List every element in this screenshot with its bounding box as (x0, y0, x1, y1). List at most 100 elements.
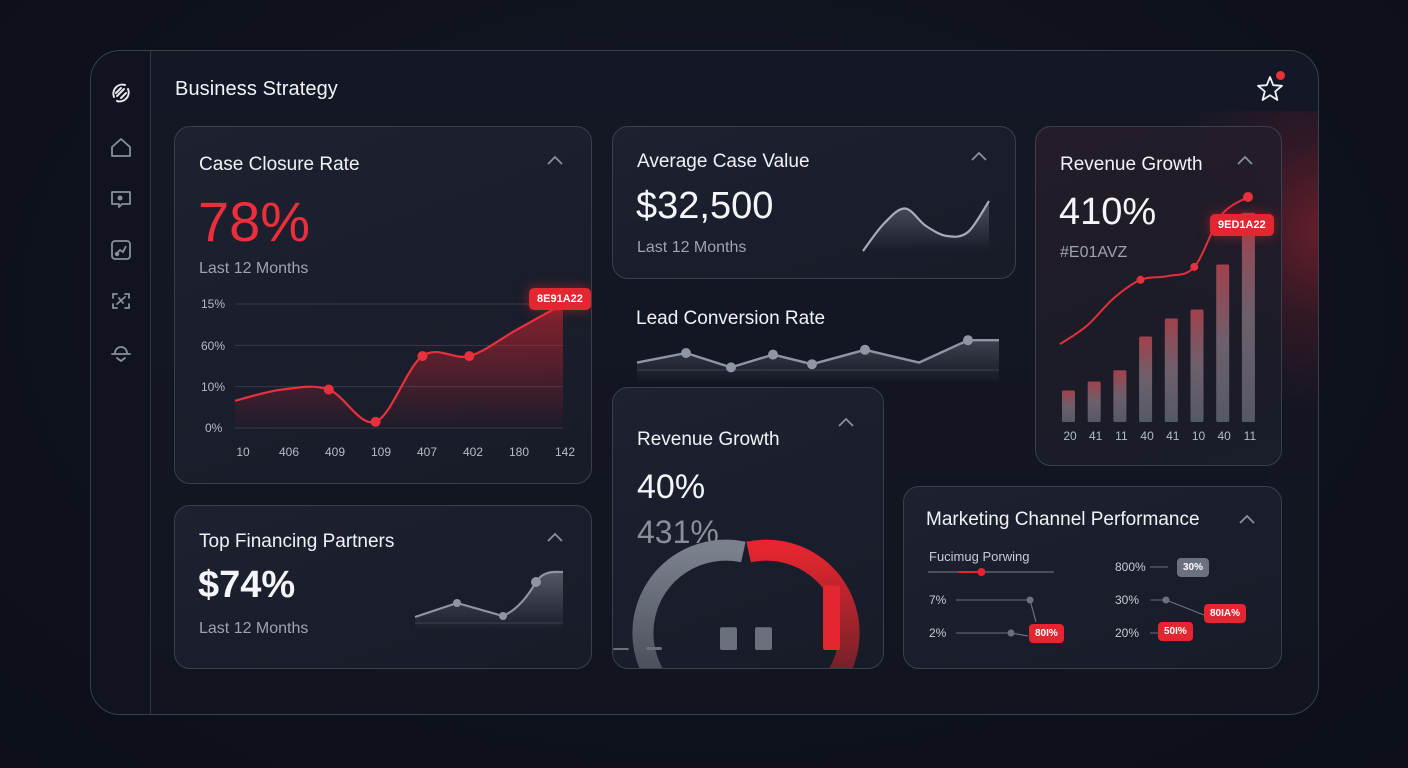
x-tick-label: 409 (324, 445, 346, 459)
gauge-bar (613, 648, 629, 650)
collapse-button[interactable] (545, 530, 565, 544)
metric-period: Last 12 Months (637, 239, 747, 256)
y-tick-label: 10% (201, 380, 226, 394)
x-tick-label: 41 (1166, 429, 1180, 443)
channel-slider[interactable] (928, 567, 1056, 577)
bar (1087, 381, 1101, 422)
data-point (726, 362, 736, 373)
row-label: 2% (929, 626, 947, 640)
x-tick-label: 142 (554, 445, 576, 459)
gauge-bar (720, 627, 737, 650)
page-title: Business Strategy (175, 78, 338, 100)
app-window: Business Strategy Case Closure Rate 78% … (90, 50, 1319, 715)
card-revenue-growth-gauge: Revenue Growth 40% 431% (612, 387, 884, 669)
gauge-bar (646, 646, 662, 650)
card-title: Case Closure Rate (199, 154, 360, 175)
card-average-case-value: Average Case Value $32,500 Last 12 Month… (612, 126, 1016, 279)
chart-icon[interactable] (106, 235, 136, 265)
revenue-bar-chart (1059, 192, 1255, 422)
area-fill (415, 571, 563, 628)
row-label: 20% (1115, 626, 1140, 640)
bar (1241, 212, 1255, 422)
area-fill (235, 304, 563, 428)
metric-period: Last 12 Months (199, 260, 309, 277)
x-tick-label: 20 (1063, 429, 1077, 443)
row-chip: 80IA% (1204, 604, 1247, 623)
data-point (370, 416, 381, 427)
area-fill (637, 340, 999, 381)
series-line (234, 303, 564, 424)
row-chip: 50I% (1158, 622, 1193, 641)
gauge-arc-grey (632, 539, 746, 668)
data-point (417, 351, 428, 362)
data-point (453, 599, 461, 607)
chevron-up-icon (1237, 155, 1253, 165)
data-point (1136, 275, 1145, 284)
data-point (681, 348, 691, 358)
data-point (464, 351, 475, 362)
x-tick-label: 10 (236, 445, 250, 459)
row-label: 7% (929, 593, 947, 607)
card-marketing-channel-performance: Marketing Channel Performance Fucimug Po… (903, 486, 1282, 669)
card-title: Revenue Growth (637, 429, 780, 450)
collapse-button[interactable] (1237, 512, 1257, 526)
favorite-button[interactable] (1254, 73, 1286, 105)
card-top-financing-partners: Top Financing Partners $74% Last 12 Mont… (174, 505, 592, 669)
bar (1139, 336, 1153, 422)
x-tick-label: 406 (278, 445, 300, 459)
metric-value: 78% (198, 190, 311, 253)
chevron-up-icon (547, 532, 563, 542)
card-title: Marketing Channel Performance (926, 509, 1200, 530)
data-point (531, 577, 541, 587)
x-tick-label: 11 (1243, 429, 1257, 443)
chat-icon[interactable] (106, 184, 136, 214)
bell-icon[interactable] (106, 338, 136, 368)
data-point (323, 384, 334, 395)
data-point (1243, 192, 1253, 202)
slider-handle[interactable] (977, 568, 986, 576)
collapse-button[interactable] (969, 149, 989, 163)
bar (1216, 264, 1230, 422)
chevron-up-icon (547, 155, 563, 165)
top-financing-sparkline (414, 570, 564, 628)
bar (1062, 390, 1075, 422)
card-revenue-growth-bars: Revenue Growth 410% #E01AVZ 20 41 11 40 41 10… (1035, 126, 1282, 466)
notification-badge (1276, 71, 1285, 80)
data-point (768, 349, 778, 360)
lead-conversion-chart (636, 335, 999, 381)
x-tick-label: 10 (1191, 429, 1206, 443)
gauge-arc-red (746, 539, 860, 668)
bar (1164, 318, 1178, 422)
average-case-sparkline (862, 200, 990, 252)
data-point (807, 359, 817, 370)
collapse-button[interactable] (836, 415, 856, 429)
legend-label: Fucimug Porwing (929, 549, 1030, 564)
y-tick-label: 15% (201, 297, 226, 311)
star-icon (1257, 76, 1283, 101)
series-line (862, 200, 990, 252)
logo-icon[interactable] (106, 78, 136, 108)
collapse-button[interactable] (1235, 153, 1255, 167)
bar (1190, 309, 1204, 422)
chevron-up-icon (1239, 514, 1255, 524)
home-icon[interactable] (106, 133, 136, 163)
data-point (963, 335, 973, 346)
chart-tooltip: 9ED1A22 (1210, 214, 1274, 236)
revenue-gauge-chart (613, 539, 860, 668)
card-title: Average Case Value (637, 151, 810, 172)
x-tick-label: 41 (1089, 429, 1103, 443)
x-tick-label: 407 (416, 445, 438, 459)
card-case-closure-rate: Case Closure Rate 78% Last 12 Months 15%… (174, 126, 592, 484)
x-tick-label: 40 (1140, 429, 1154, 443)
metric-value: $74% (198, 564, 296, 606)
lead-conversion-title: Lead Conversion Rate (636, 308, 826, 329)
gauge-bar (823, 585, 840, 650)
card-title: Top Financing Partners (199, 531, 395, 552)
link-icon[interactable] (106, 286, 136, 316)
metric-value: $32,500 (636, 185, 774, 227)
chevron-up-icon (838, 417, 854, 427)
left-connector-lines (956, 596, 1037, 637)
collapse-button[interactable] (545, 153, 565, 167)
metric-value: 410% (1059, 191, 1157, 233)
data-point (1190, 262, 1199, 271)
